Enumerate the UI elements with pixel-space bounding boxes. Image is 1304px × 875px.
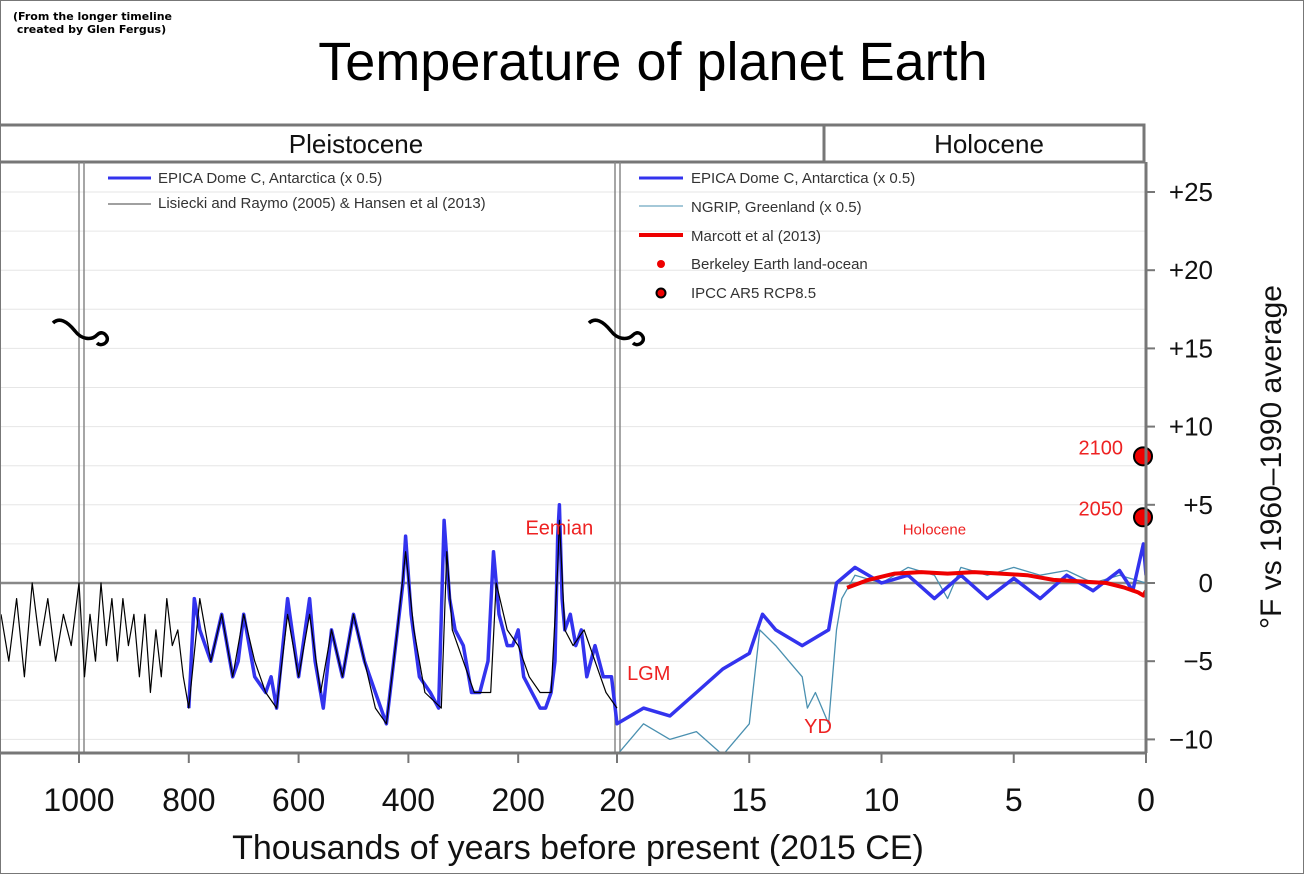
annotation-yd: YD — [804, 716, 832, 738]
epoch-label-holocene: Holocene — [934, 129, 1044, 159]
y-tick-label: +15 — [1169, 333, 1213, 363]
scale-breaks — [51, 162, 646, 753]
annotation-layer: Eemian LGM YD Holocene — [525, 518, 966, 739]
legend-label-ngrip: NGRIP, Greenland (x 0.5) — [691, 199, 862, 216]
legend-label-lisiecki: Lisiecki and Raymo (2005) & Hansen et al… — [158, 195, 486, 212]
legend-label-ipcc: IPCC AR5 RCP8.5 — [691, 285, 816, 302]
x-tick-label: 400 — [382, 782, 435, 818]
y-tick-label: −10 — [1169, 724, 1213, 754]
legend-label-epica-right: EPICA Dome C, Antarctica (x 0.5) — [691, 170, 915, 187]
legend-left: EPICA Dome C, Antarctica (x 0.5) Lisieck… — [108, 170, 486, 212]
x-tick-label: 15 — [731, 782, 767, 818]
x-tick-label: 200 — [491, 782, 544, 818]
series-lisiecki-and-raymo-2005-hansen-et-al-2013 — [1, 519, 618, 725]
x-tick-label: 20 — [599, 782, 635, 818]
chart-title: Temperature of planet Earth — [318, 32, 988, 92]
y-ticks: +25 +20 +15 +10 +5 0 −5 −10 — [1146, 177, 1213, 754]
annotation-holocene: Holocene — [903, 522, 966, 539]
x-axis-label: Thousands of years before present (2015 … — [232, 829, 924, 867]
epoch-label-pleistocene: Pleistocene — [289, 129, 423, 159]
epoch-bar: Pleistocene Holocene — [1, 123, 1146, 164]
x-tick-label: 600 — [272, 782, 325, 818]
x-ticks: 1000 800 600 400 200 20 15 10 5 0 — [43, 753, 1155, 818]
legend-swatch-ipcc — [655, 287, 667, 299]
y-tick-label: +5 — [1183, 490, 1213, 520]
projection-label-2050: 2050 — [1079, 498, 1124, 520]
x-tick-label: 800 — [162, 782, 215, 818]
y-axis: +25 +20 +15 +10 +5 0 −5 −10 °F vs 1960–1990 ave… — [1144, 162, 1288, 754]
legend-right: EPICA Dome C, Antarctica (x 0.5) NGRIP, … — [639, 170, 915, 302]
legend-label-epica-left: EPICA Dome C, Antarctica (x 0.5) — [158, 170, 382, 187]
break-symbol-2 — [587, 318, 646, 347]
projection-label-2100: 2100 — [1079, 437, 1124, 459]
y-tick-label: +20 — [1169, 255, 1213, 285]
y-tick-label: +10 — [1169, 412, 1213, 442]
x-tick-label: 1000 — [43, 782, 114, 818]
annotation-lgm: LGM — [627, 663, 670, 685]
y-tick-label: +25 — [1169, 177, 1213, 207]
series-layer — [1, 503, 1146, 753]
series-marcott-et-al-2013 — [846, 570, 1146, 598]
legend-swatch-berkeley — [657, 260, 665, 268]
projection-dot-2050 — [1133, 507, 1153, 528]
annotation-eemian: Eemian — [525, 518, 593, 540]
credit-note: (From the longer timeline created by Gle… — [13, 10, 173, 36]
series-ngrip-greenland-x-0-5 — [617, 566, 1146, 753]
x-tick-label: 0 — [1137, 782, 1155, 818]
legend-label-marcott: Marcott et al (2013) — [691, 228, 821, 245]
x-tick-label: 5 — [1005, 782, 1023, 818]
y-axis-label: °F vs 1960–1990 average — [1255, 285, 1288, 629]
break-symbol-1 — [51, 318, 110, 347]
projection-layer: 2100 2050 — [1079, 437, 1153, 528]
series-epica-dome-c-antarctica-x-0-5 — [187, 503, 1146, 726]
epoch-bar-frame — [1, 123, 1146, 164]
grid-lines — [1, 191, 1146, 740]
y-tick-label: −5 — [1183, 646, 1213, 676]
x-axis: 1000 800 600 400 200 20 15 10 5 0 Thousands of ye… — [1, 751, 1155, 867]
projection-dot-2100 — [1133, 446, 1153, 467]
y-tick-label: 0 — [1199, 568, 1213, 598]
legend-label-berkeley: Berkeley Earth land-ocean — [691, 256, 868, 273]
x-tick-label: 10 — [864, 782, 900, 818]
